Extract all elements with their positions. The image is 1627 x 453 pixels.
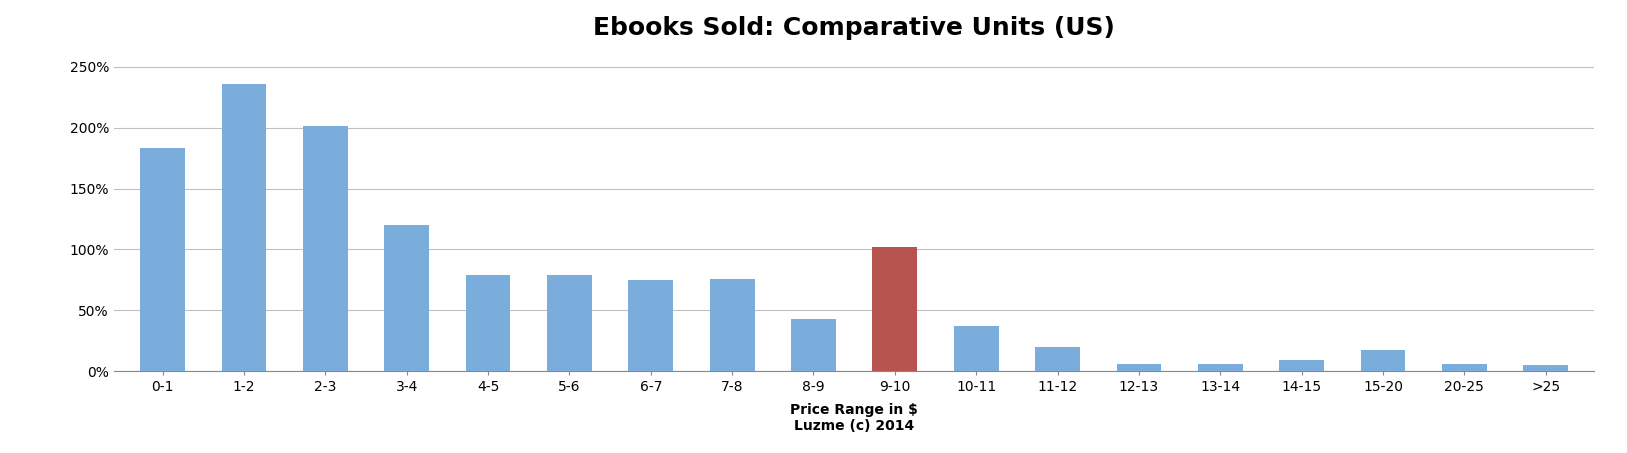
Bar xyxy=(140,148,185,371)
Bar xyxy=(1279,361,1324,371)
X-axis label: Price Range in $
Luzme (c) 2014: Price Range in $ Luzme (c) 2014 xyxy=(791,403,918,433)
Bar xyxy=(709,279,755,371)
Bar xyxy=(465,275,511,371)
Bar xyxy=(1116,364,1162,371)
Bar xyxy=(547,275,592,371)
Bar xyxy=(628,280,674,371)
Bar xyxy=(791,319,836,371)
Bar xyxy=(221,84,267,371)
Title: Ebooks Sold: Comparative Units (US): Ebooks Sold: Comparative Units (US) xyxy=(594,16,1114,40)
Bar xyxy=(1523,366,1568,371)
Bar xyxy=(384,225,430,371)
Bar xyxy=(953,326,999,371)
Bar xyxy=(303,126,348,371)
Bar xyxy=(1035,347,1080,371)
Bar xyxy=(1442,364,1487,371)
Bar xyxy=(872,247,918,371)
Bar xyxy=(1197,364,1243,371)
Bar xyxy=(1360,350,1406,371)
